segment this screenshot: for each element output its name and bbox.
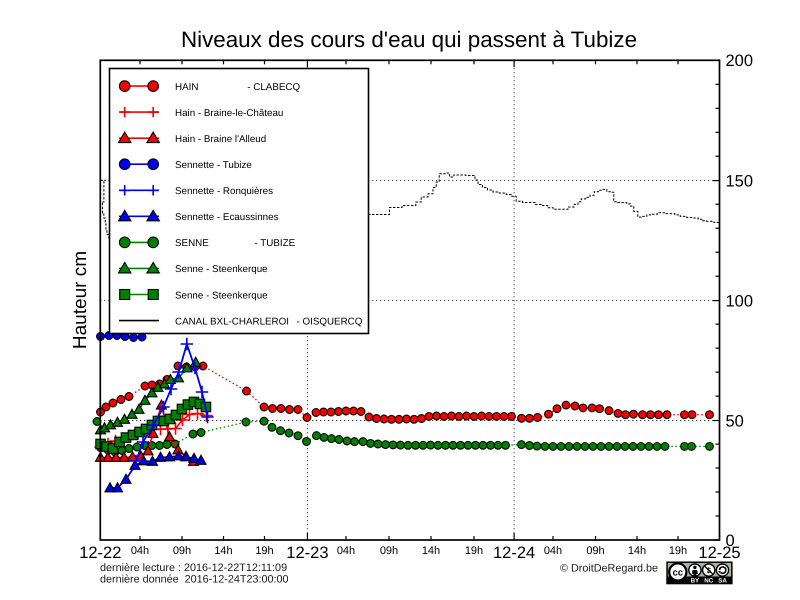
svg-text:14h: 14h [628, 545, 646, 557]
svg-text:12-22: 12-22 [79, 544, 121, 562]
svg-text:Hain - Braine-le-Château: Hain - Braine-le-Château [175, 108, 283, 119]
svg-text:Hauteur cm: Hauteur cm [70, 251, 91, 349]
svg-text:0: 0 [726, 532, 735, 550]
svg-text:Senne - Steenkerque: Senne - Steenkerque [175, 290, 268, 301]
svg-text:Sennette - Ronquières: Sennette - Ronquières [175, 186, 273, 197]
svg-text:- CLABECQ: - CLABECQ [247, 82, 300, 93]
svg-text:04h: 04h [337, 545, 355, 557]
svg-text:Niveaux des cours d'eau qui pa: Niveaux des cours d'eau qui passent à Tu… [181, 27, 637, 52]
svg-text:04h: 04h [131, 545, 149, 557]
svg-text:dernière lecture : 2016-12-22T: dernière lecture : 2016-12-22T12:11:09 [100, 562, 287, 574]
svg-text:09h: 09h [380, 545, 398, 557]
svg-text:19h: 19h [465, 545, 483, 557]
svg-text:14h: 14h [214, 545, 232, 557]
svg-text:dernière donnée 2016-12-24T23: dernière donnée 2016-12-24T23:00:00 [100, 574, 289, 586]
svg-text:19h: 19h [669, 545, 687, 557]
svg-text:$: $ [706, 566, 711, 575]
svg-text:NC: NC [704, 578, 713, 585]
svg-text:CANAL BXL-CHARLEROI: CANAL BXL-CHARLEROI [175, 316, 289, 327]
svg-text:19h: 19h [255, 545, 273, 557]
svg-text:150: 150 [726, 172, 754, 190]
svg-text:- OISQUERCQ: - OISQUERCQ [297, 316, 363, 327]
svg-text:SA: SA [718, 578, 727, 585]
svg-text:Hain - Braine l'Alleud: Hain - Braine l'Alleud [175, 134, 266, 145]
svg-text:09h: 09h [586, 545, 604, 557]
svg-text:200: 200 [726, 52, 754, 70]
svg-text:Sennette - Tubize: Sennette - Tubize [175, 160, 252, 171]
svg-text:cc: cc [673, 568, 684, 579]
svg-text:12-24: 12-24 [493, 544, 535, 562]
svg-text:12-23: 12-23 [286, 544, 328, 562]
svg-text:14h: 14h [422, 545, 440, 557]
svg-text:BY: BY [691, 578, 700, 585]
svg-text:04h: 04h [544, 545, 562, 557]
svg-text:12-25: 12-25 [698, 544, 740, 562]
svg-text:50: 50 [726, 412, 744, 430]
svg-text:SENNE: SENNE [175, 238, 209, 249]
svg-text:09h: 09h [173, 545, 191, 557]
svg-text:100: 100 [726, 292, 754, 310]
svg-text:Sennette - Ecaussinnes: Sennette - Ecaussinnes [175, 212, 279, 223]
svg-text:HAIN: HAIN [175, 82, 198, 93]
svg-text:© DroitDeRegard.be: © DroitDeRegard.be [560, 563, 658, 575]
svg-text:Senne - Steenkerque: Senne - Steenkerque [175, 264, 268, 275]
svg-text:- TUBIZE: - TUBIZE [255, 238, 296, 249]
